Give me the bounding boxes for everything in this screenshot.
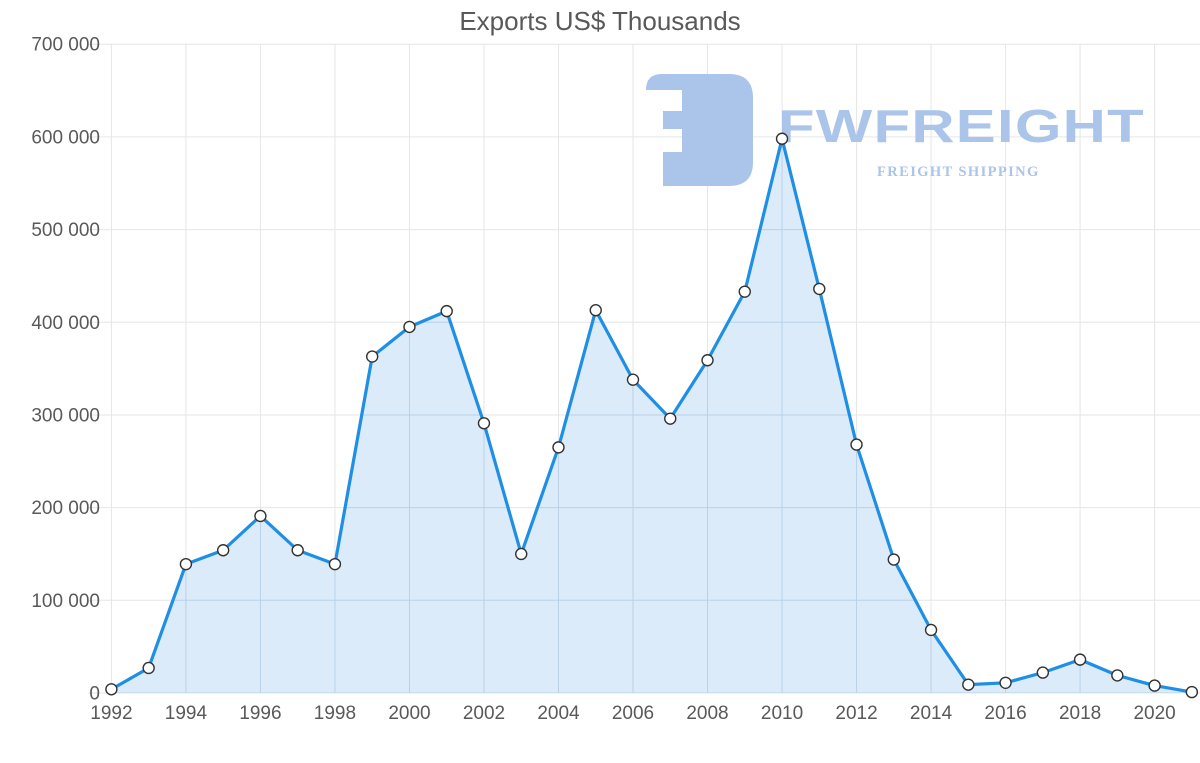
svg-text:2002: 2002 (463, 703, 505, 724)
svg-text:2010: 2010 (761, 703, 803, 724)
svg-text:2004: 2004 (537, 703, 580, 724)
svg-text:0: 0 (89, 684, 100, 705)
svg-text:600 000: 600 000 (31, 127, 100, 148)
svg-text:2018: 2018 (1059, 703, 1101, 724)
svg-text:500 000: 500 000 (31, 220, 100, 241)
svg-text:700 000: 700 000 (31, 35, 100, 56)
svg-text:2006: 2006 (612, 703, 654, 724)
svg-text:1996: 1996 (239, 703, 281, 724)
svg-text:1994: 1994 (165, 703, 208, 724)
svg-text:FREIGHT SHIPPING: FREIGHT SHIPPING (877, 164, 1040, 180)
svg-text:2012: 2012 (835, 703, 877, 724)
svg-text:2000: 2000 (388, 703, 430, 724)
svg-text:200 000: 200 000 (31, 498, 100, 519)
svg-text:2016: 2016 (984, 703, 1026, 724)
svg-text:400 000: 400 000 (31, 313, 100, 334)
svg-text:FWFREIGHT: FWFREIGHT (778, 101, 1145, 152)
svg-text:100 000: 100 000 (31, 591, 100, 612)
svg-text:2020: 2020 (1133, 703, 1175, 724)
svg-text:1992: 1992 (90, 703, 132, 724)
svg-text:2008: 2008 (686, 703, 728, 724)
svg-text:300 000: 300 000 (31, 405, 100, 426)
svg-text:1998: 1998 (314, 703, 356, 724)
svg-text:2014: 2014 (910, 703, 953, 724)
